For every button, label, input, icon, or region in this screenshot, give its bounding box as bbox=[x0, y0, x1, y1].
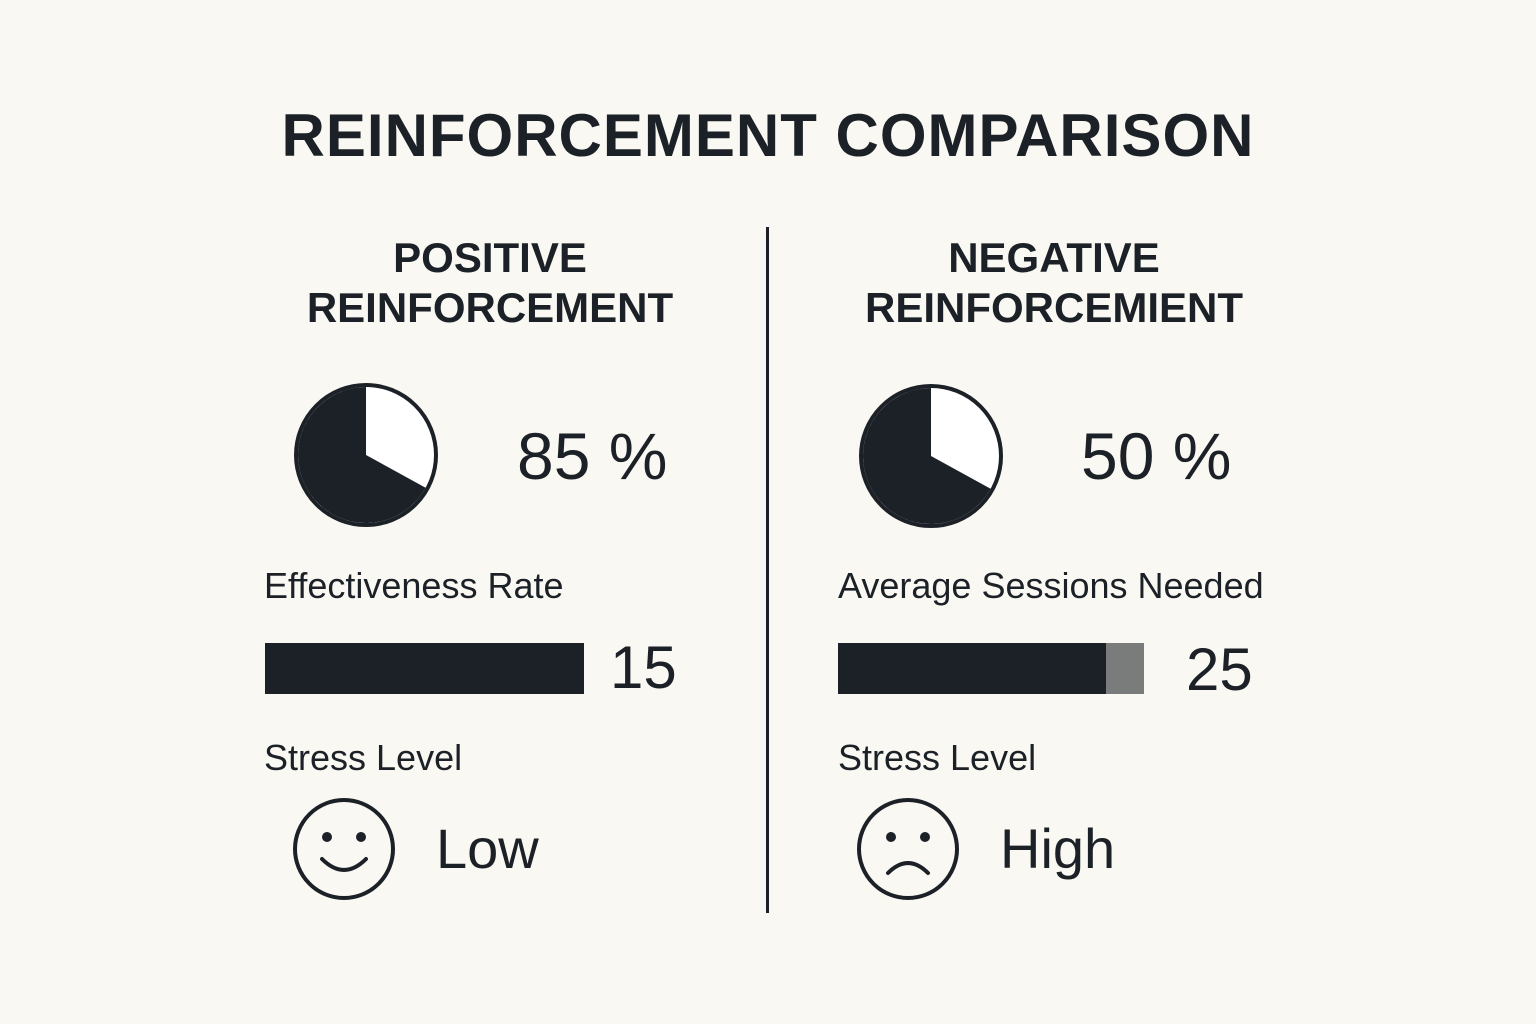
sessions-bar-fill bbox=[838, 643, 1106, 694]
positive-heading-line1: POSITIVE bbox=[393, 234, 587, 281]
column-divider bbox=[766, 227, 769, 913]
effectiveness-bar bbox=[265, 643, 584, 694]
effectiveness-rate-label: Effectiveness Rate bbox=[264, 565, 564, 606]
negative-heading-line1: NEGATIVE bbox=[948, 234, 1160, 281]
negative-column-heading: NEGATIVE REINFORCEMIENT bbox=[804, 233, 1304, 333]
negative-stress-label: Stress Level bbox=[838, 737, 1037, 778]
positive-percent: 85 % bbox=[517, 419, 668, 493]
frowning-face-icon bbox=[857, 798, 959, 900]
page-title: REINFORCEMENT COMPARISON bbox=[281, 102, 1255, 169]
negative-heading-line2: REINFORCEMIENT bbox=[865, 284, 1243, 331]
negative-percent: 50 % bbox=[1081, 419, 1232, 493]
sessions-bar-value: 25 bbox=[1186, 636, 1253, 703]
average-sessions-label: Average Sessions Needed bbox=[838, 565, 1264, 606]
negative-pie-chart bbox=[859, 384, 1003, 528]
positive-column-heading: POSITIVE REINFORCEMENT bbox=[240, 233, 740, 333]
effectiveness-bar-fill bbox=[265, 643, 584, 694]
pie-filled-slice bbox=[298, 387, 426, 523]
pie-filled-slice bbox=[863, 388, 991, 524]
positive-stress-label: Stress Level bbox=[264, 737, 463, 778]
positive-pie-chart bbox=[294, 383, 438, 527]
positive-stress-value: Low bbox=[436, 817, 539, 880]
positive-heading-line2: REINFORCEMENT bbox=[306, 284, 674, 331]
smiley-face-icon bbox=[293, 798, 395, 900]
sessions-bar bbox=[838, 643, 1144, 694]
effectiveness-bar-value: 15 bbox=[610, 634, 677, 701]
negative-stress-value: High bbox=[1000, 817, 1116, 880]
